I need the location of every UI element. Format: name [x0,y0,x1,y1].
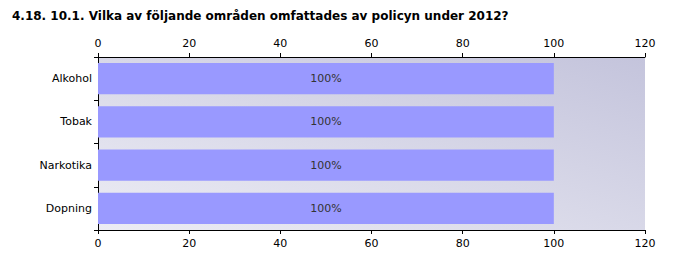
svg-text:20: 20 [182,237,196,250]
svg-text:Alkohol: Alkohol [52,72,92,85]
svg-text:100: 100 [543,37,564,50]
svg-text:100%: 100% [310,115,341,128]
svg-text:0: 0 [95,37,102,50]
svg-text:4.18. 10.1. Vilka av följande: 4.18. 10.1. Vilka av följande områden om… [12,9,509,23]
svg-text:60: 60 [365,37,379,50]
svg-text:40: 40 [273,37,287,50]
svg-text:100: 100 [543,237,564,250]
svg-text:40: 40 [273,237,287,250]
svg-text:100%: 100% [310,72,341,85]
svg-text:Dopning: Dopning [46,202,92,215]
svg-text:100%: 100% [310,202,341,215]
svg-text:100%: 100% [310,159,341,172]
svg-text:80: 80 [456,37,470,50]
svg-text:60: 60 [365,237,379,250]
svg-text:120: 120 [635,37,656,50]
svg-text:Narkotika: Narkotika [40,159,93,172]
svg-text:0: 0 [95,237,102,250]
svg-text:80: 80 [456,237,470,250]
svg-text:Tobak: Tobak [59,115,92,128]
svg-text:20: 20 [182,37,196,50]
svg-text:120: 120 [635,237,656,250]
